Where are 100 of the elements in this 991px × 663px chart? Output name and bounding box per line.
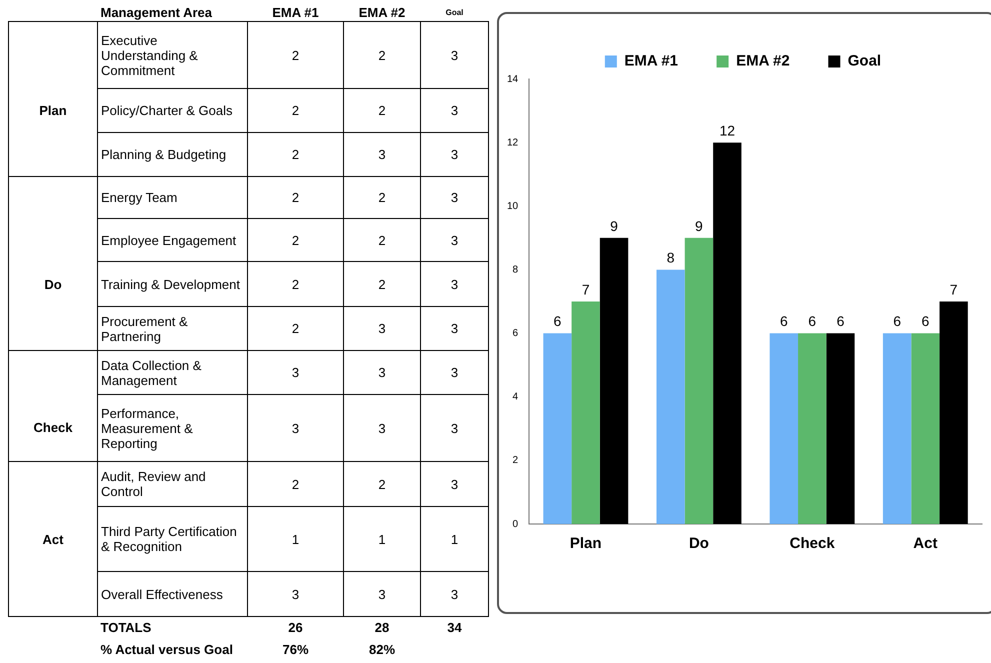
data-label: 12: [719, 122, 736, 138]
y2-tick-label: Plan: [8, 88, 98, 132]
bar: [826, 333, 855, 524]
bar: [882, 333, 912, 524]
bar: [572, 302, 600, 524]
data-label: 9: [610, 218, 618, 234]
data-label: 3: [344, 306, 420, 350]
data-label: 2: [344, 88, 420, 132]
data-label: 3: [344, 132, 420, 176]
data-label: 3: [420, 262, 488, 306]
data-label: 2: [248, 22, 344, 88]
data-label: 3: [420, 572, 488, 616]
data-label: 1: [344, 506, 420, 572]
y-tick-label: Performance, Measurement & Reporting: [98, 394, 248, 462]
legend-label: Goal: [848, 52, 882, 70]
data-label: 3: [420, 176, 488, 218]
data-label: 2: [248, 88, 344, 132]
y-tick-label: 10: [507, 200, 519, 212]
text: TOTALS: [100, 619, 152, 638]
data-label: 3: [420, 88, 488, 132]
data-label: 7: [950, 281, 958, 298]
data-label: 1: [420, 506, 488, 572]
data-label: 8: [666, 250, 675, 266]
bar: [713, 142, 742, 524]
bar: [940, 302, 968, 524]
data-label: 3: [420, 218, 488, 262]
data-label: 9: [695, 218, 704, 234]
data-label: 3: [248, 350, 344, 394]
data-label: 3: [420, 394, 488, 462]
text: 82%: [368, 641, 396, 659]
data-label: 2: [344, 462, 420, 506]
x-tick-label: Act: [913, 535, 938, 552]
y-axis-title: Management Area: [100, 4, 213, 22]
data-label: 2: [248, 132, 344, 176]
y-tick-label: 8: [512, 264, 519, 276]
data-label: 2: [248, 262, 344, 306]
y-tick-label: Policy/Charter & Goals: [98, 88, 248, 132]
data-label: 2: [248, 306, 344, 350]
y-tick-label: Procurement & Partnering: [98, 306, 248, 350]
bar: [911, 333, 940, 524]
y-tick-label: Data Collection & Management: [98, 350, 248, 394]
data-label: 7: [582, 281, 590, 298]
bar: [656, 270, 685, 524]
data-label: 2: [248, 176, 344, 218]
x-tick-label: Check: [790, 535, 836, 552]
bar: [770, 333, 798, 524]
y2-tick-label: Do: [8, 262, 98, 306]
y-tick-label: 14: [507, 74, 519, 85]
y-tick-label: Executive Understanding & Commitment: [98, 22, 248, 88]
y-tick-label: Employee Engagement: [98, 218, 248, 262]
text: 28: [374, 619, 390, 638]
data-label: 3: [344, 350, 420, 394]
y-tick-label: Overall Effectiveness: [98, 572, 248, 616]
y-tick-label: Energy Team: [98, 176, 248, 218]
data-label: 2: [344, 262, 420, 306]
text: % Actual versus Goal: [100, 641, 234, 659]
data-label: 3: [420, 22, 488, 88]
data-label: 3: [420, 306, 488, 350]
data-label: 2: [248, 462, 344, 506]
data-label: 6: [780, 313, 788, 330]
x-tick-label: Do: [688, 535, 709, 552]
y-tick-label: Planning & Budgeting: [98, 132, 248, 176]
legend-label: EMA #1: [624, 52, 678, 70]
data-label: 3: [420, 350, 488, 394]
data-label: 2: [344, 176, 420, 218]
data-label: 6: [921, 313, 930, 330]
data-label: 6: [808, 313, 816, 330]
bar: [600, 238, 628, 524]
data-label: 3: [420, 462, 488, 506]
bar: [543, 333, 572, 524]
y-tick-label: Training & Development: [98, 262, 248, 306]
y-tick-label: 0: [512, 518, 519, 530]
y-tick-label: 2: [512, 455, 519, 466]
data-label: 2: [248, 218, 344, 262]
y-tick-label: Audit, Review and Control: [98, 462, 248, 506]
data-label: 3: [248, 394, 344, 462]
y-tick-label: 12: [507, 137, 519, 148]
data-label: 1: [248, 506, 344, 572]
data-label: 6: [893, 313, 902, 330]
x-tick-label: EMA #2: [358, 4, 406, 22]
data-label: 2: [344, 22, 420, 88]
x-tick-label: Plan: [570, 535, 602, 552]
y-tick-label: 6: [512, 328, 519, 340]
text: 34: [446, 619, 463, 638]
x-tick-label: Goal: [444, 7, 464, 19]
legend-label: EMA #2: [736, 52, 790, 70]
y-tick-label: 4: [512, 392, 519, 403]
text: 76%: [281, 641, 310, 659]
text: 26: [287, 619, 304, 638]
y2-tick-label: Check: [8, 394, 98, 462]
data-label: 3: [344, 394, 420, 462]
data-label: 3: [344, 572, 420, 616]
bar: [798, 333, 826, 524]
data-label: 3: [420, 132, 488, 176]
x-tick-label: EMA #1: [271, 4, 320, 22]
bar: [684, 238, 714, 524]
data-label: 6: [836, 313, 845, 330]
data-label: 6: [554, 313, 562, 330]
data-label: 3: [248, 572, 344, 616]
data-label: 2: [344, 218, 420, 262]
